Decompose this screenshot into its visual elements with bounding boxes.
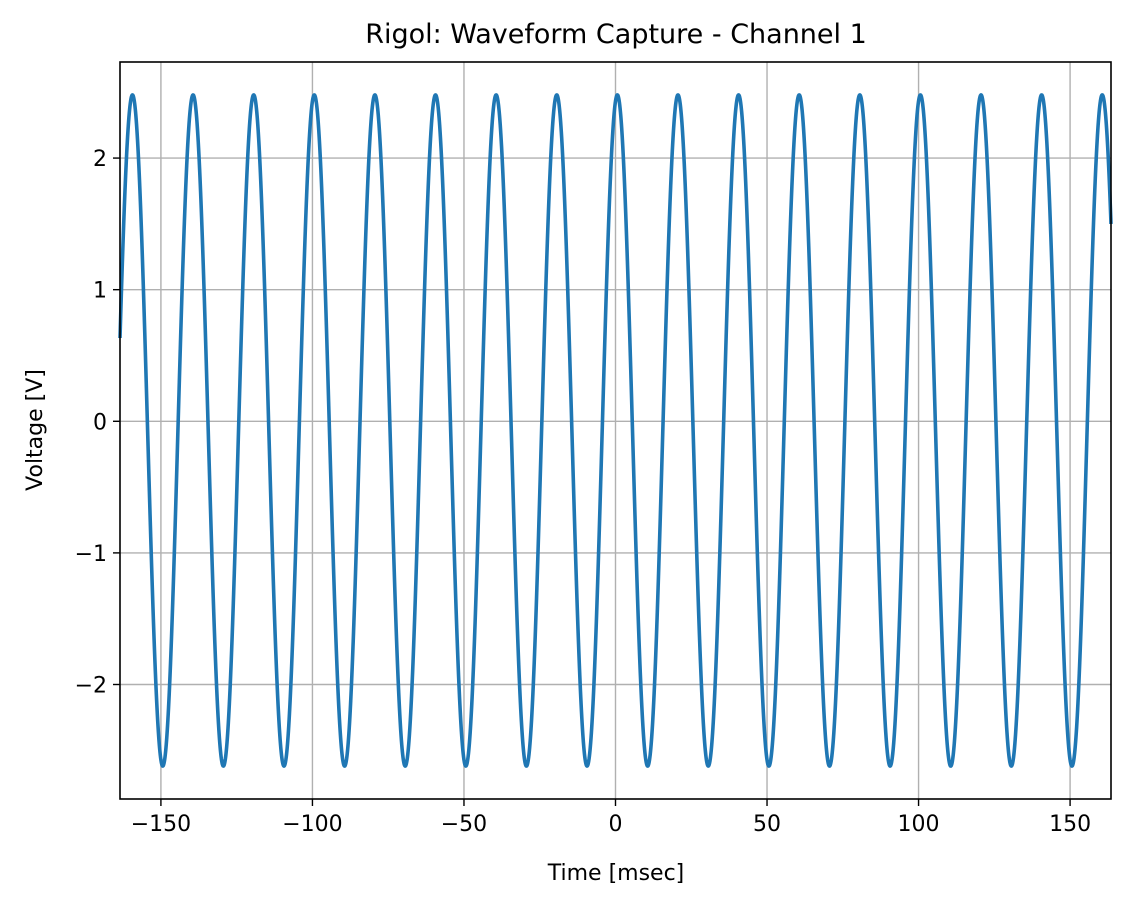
- waveform-series-line: [118, 93, 1113, 768]
- y-tick-label: −1: [75, 542, 107, 567]
- y-axis-title: Voltage [V]: [23, 369, 48, 491]
- x-tick-label: −150: [131, 812, 191, 837]
- y-tick-label: 0: [93, 410, 107, 435]
- x-tick-label: 0: [609, 812, 623, 837]
- x-axis-title: Time [msec]: [547, 861, 685, 886]
- y-tick-label: 2: [93, 147, 107, 172]
- chart-title: Rigol: Waveform Capture - Channel 1: [365, 19, 867, 50]
- series-layer: [118, 93, 1113, 768]
- y-tick-label: −2: [75, 674, 107, 699]
- x-tick-label: 100: [898, 812, 940, 837]
- x-tick-label: 150: [1049, 812, 1091, 837]
- x-tick-label: 50: [753, 812, 781, 837]
- x-tick-label: −50: [441, 812, 487, 837]
- grid-layer: [120, 62, 1111, 799]
- tick-layer: −150 −100 −50 0 50 100 150 −2 −1 0 1 2: [75, 147, 1092, 837]
- y-tick-label: 1: [93, 279, 107, 304]
- x-tick-label: −100: [282, 812, 342, 837]
